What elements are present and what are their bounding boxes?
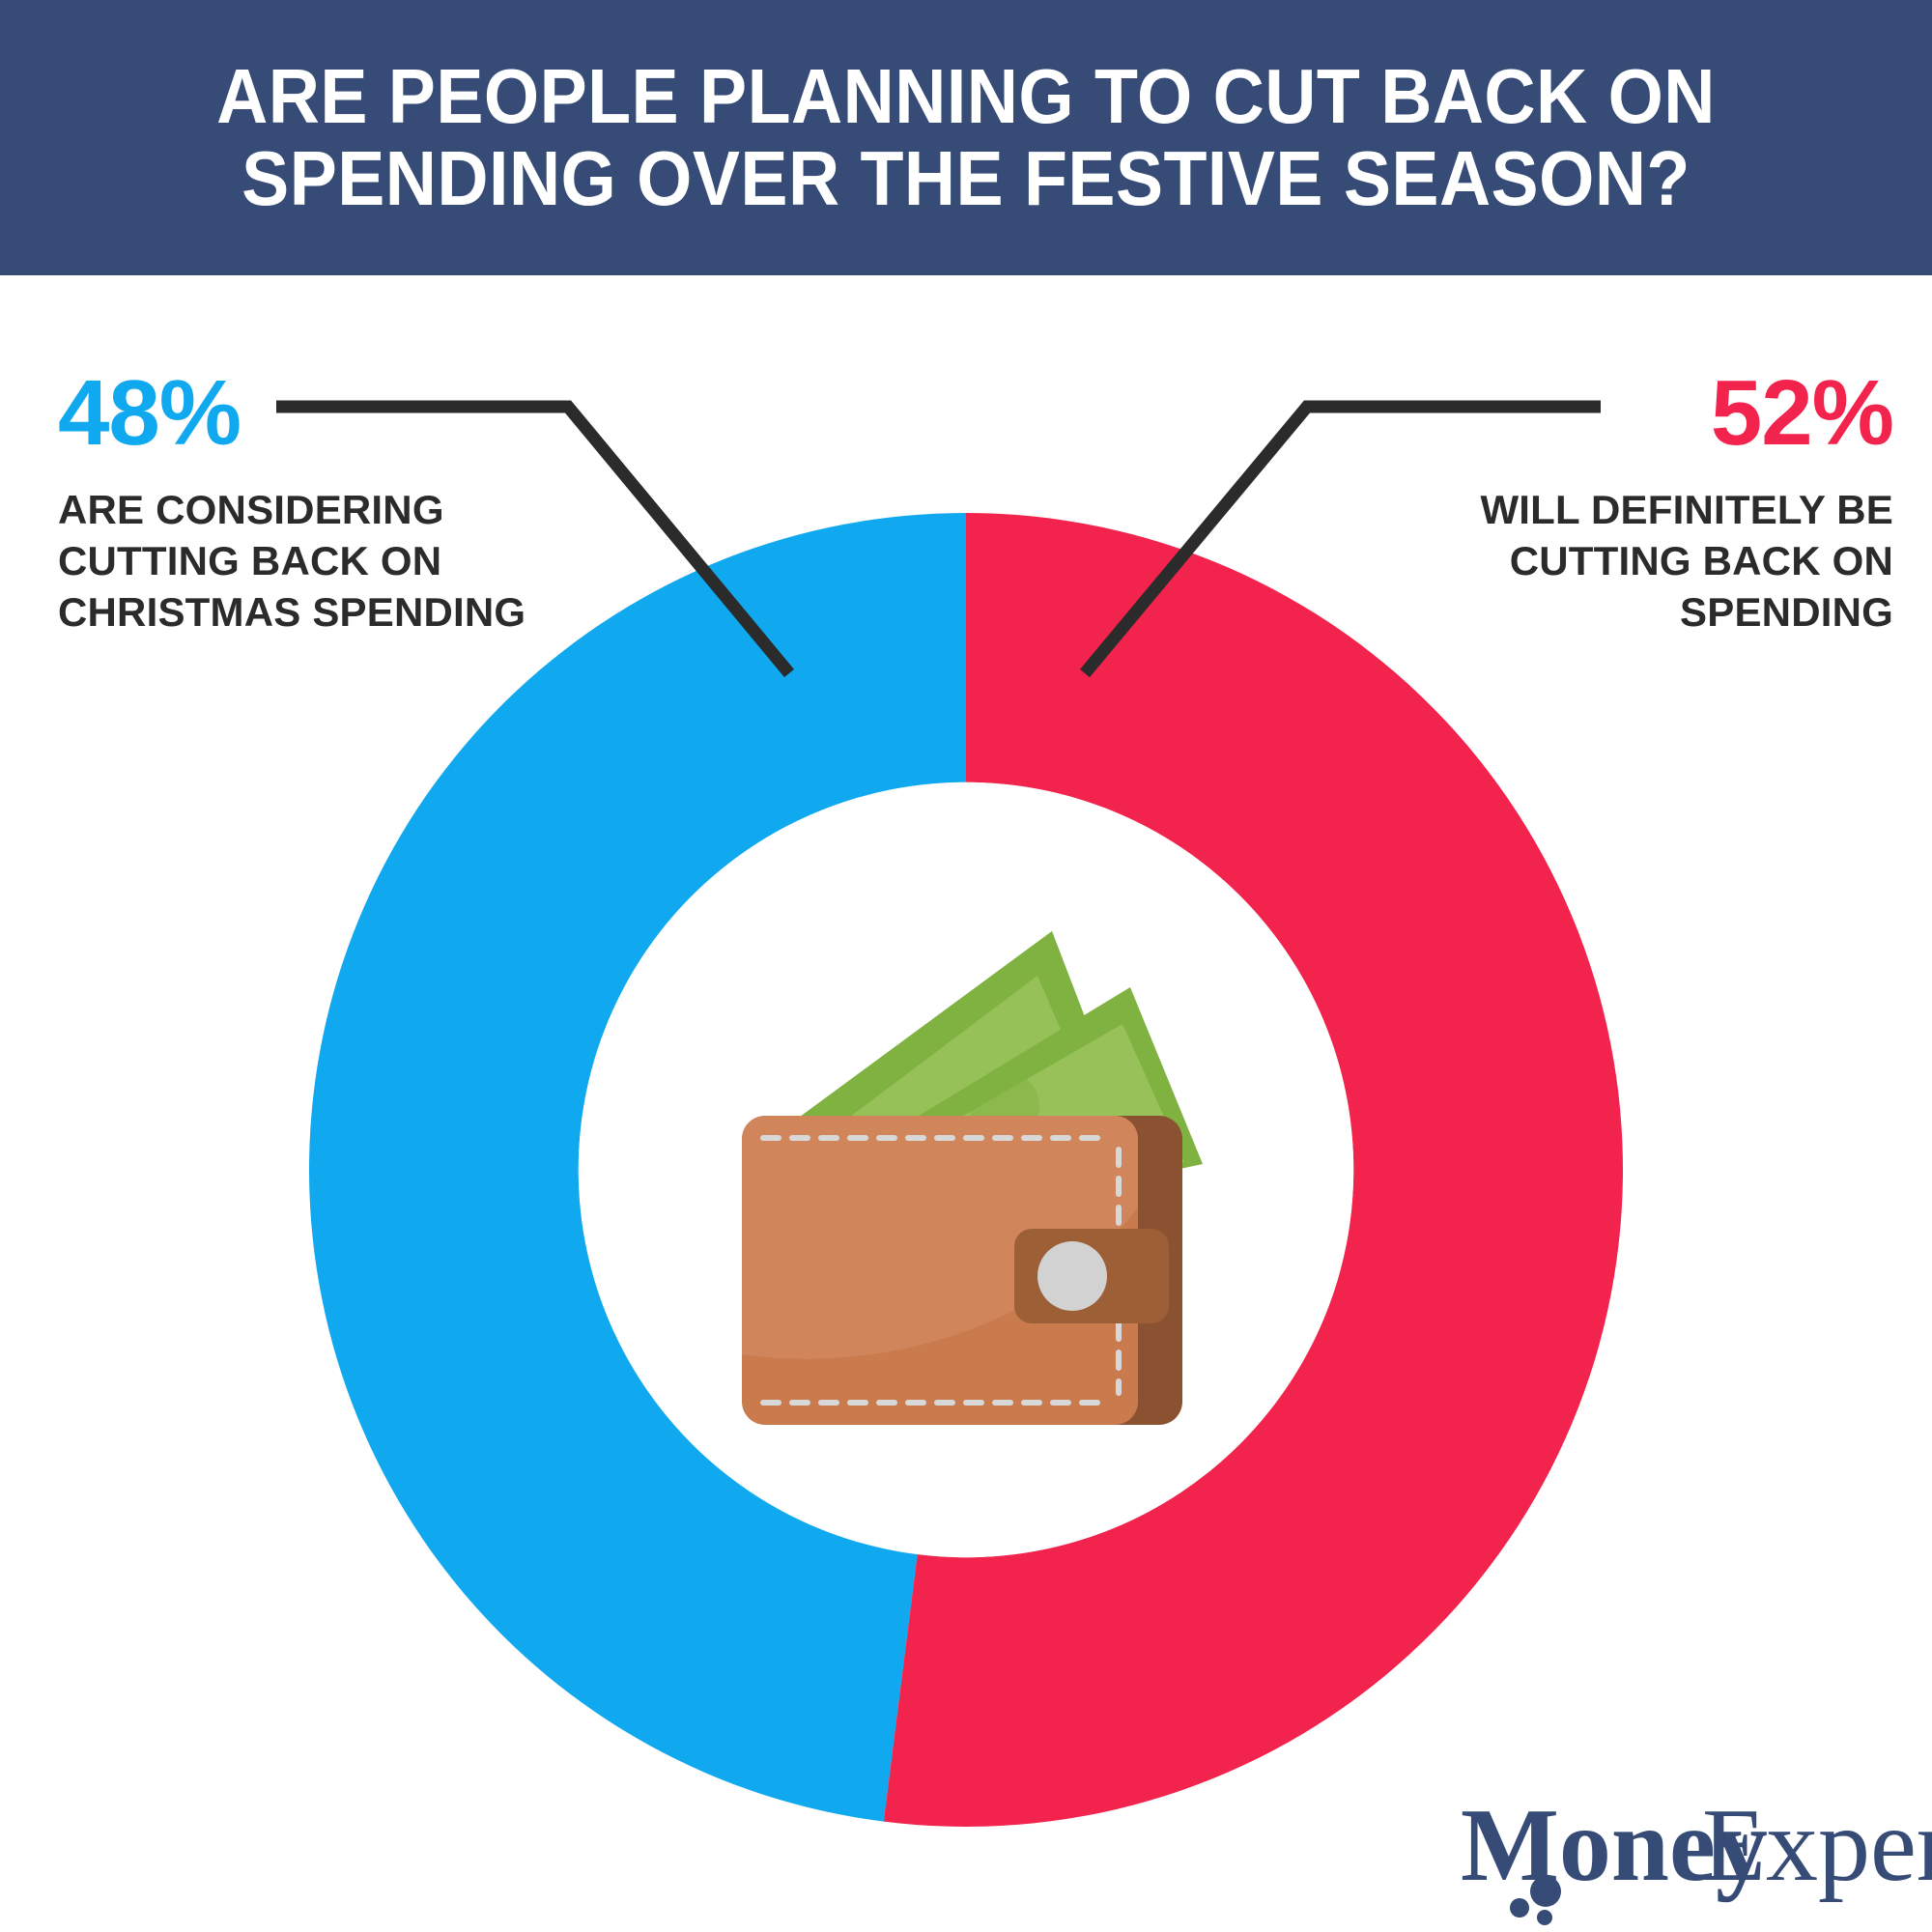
callout-right-percent: 52%: [1710, 361, 1894, 465]
header-banner: ARE PEOPLE PLANNING TO CUT BACK ON SPEND…: [0, 0, 1932, 275]
donut-slice-definitely[interactable]: [883, 513, 1623, 1827]
brand-logo-money: Money: [1461, 1788, 1768, 1903]
donut-slice-considering[interactable]: [308, 513, 966, 1822]
callout-left-percent: 48%: [58, 361, 242, 465]
wallet-snap-button-icon: [1037, 1241, 1107, 1311]
page-title: ARE PEOPLE PLANNING TO CUT BACK ON SPEND…: [216, 52, 1716, 221]
brand-logo-expert: Expert: [1702, 1788, 1932, 1903]
wallet-highlight: [742, 1116, 1138, 1359]
brand-logo-bubbles-icon: [1510, 1876, 1561, 1925]
